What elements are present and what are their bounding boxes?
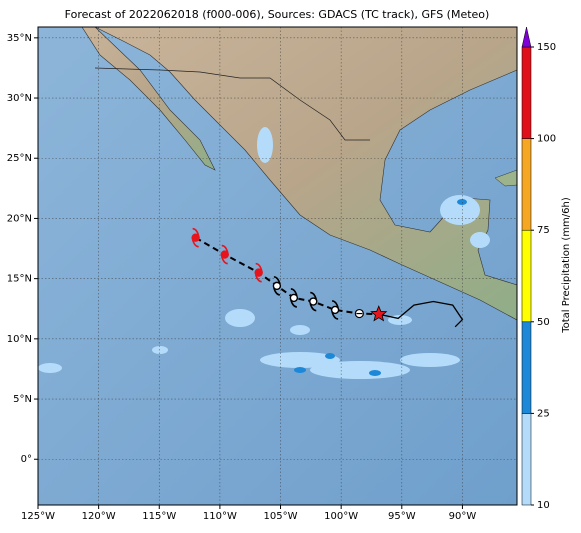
colorbar-tick-label: 50 [537, 317, 550, 328]
x-tick-label: 120°W [82, 511, 116, 522]
storm-symbol [220, 244, 229, 265]
y-tick-label: 10°N [7, 334, 32, 345]
plot-layer: 125°W 120°W 115°W 110°W 105°W 100°W 95°W 90°W 0°… [7, 26, 556, 522]
storm-symbol [330, 300, 340, 320]
observed-track [378, 300, 464, 328]
colorbar-label: Total Precipitation (mm/6h) [561, 197, 572, 334]
basemap [38, 27, 517, 505]
storm-symbol [309, 291, 318, 312]
colorbar-tick-label: 100 [537, 134, 556, 145]
storm-symbol-body [220, 250, 229, 259]
land [94, 27, 517, 321]
colorbar-tick-label: 75 [537, 225, 550, 236]
colorbar-segment [521, 321, 532, 414]
colorbar-tick-label: 25 [537, 408, 550, 419]
current-position [370, 305, 388, 322]
storm-symbol-body [272, 281, 282, 291]
y-tick-label: 0° [21, 454, 32, 465]
x-tick-label: 105°W [264, 511, 298, 522]
storm-symbol [354, 308, 364, 319]
colorbar-extend [521, 26, 532, 48]
y-tick-label: 30°N [7, 93, 32, 104]
x-tick-label: 90°W [449, 511, 477, 522]
border [94, 67, 370, 141]
precipitation-heavy [294, 199, 467, 376]
y-tick-label: 5°N [13, 394, 32, 405]
precipitation [38, 127, 490, 379]
x-tick-label: 100°W [324, 511, 358, 522]
y-tick-label: 25°N [7, 153, 32, 164]
storm-symbol-body [330, 305, 340, 315]
map-title: Forecast of 2022062018 (f000-006), Sourc… [65, 8, 490, 21]
storm-symbol [289, 288, 299, 308]
colorbar-segment [521, 229, 532, 323]
map-frame [37, 26, 518, 506]
land [81, 27, 216, 171]
storm-symbol-body [191, 233, 200, 242]
x-tick-label: 110°W [203, 511, 237, 522]
x-tick-label: 115°W [142, 511, 176, 522]
colorbar-tick-label: 150 [537, 42, 556, 53]
land [494, 169, 517, 187]
y-tick-label: 20°N [7, 213, 32, 224]
storm-symbol [272, 276, 282, 296]
storm-symbol-body [309, 297, 318, 306]
y-tick-label: 15°N [7, 274, 32, 285]
storm-symbol-body [254, 268, 263, 277]
x-tick-label: 125°W [21, 511, 55, 522]
storm-symbol-body [289, 293, 299, 303]
y-tick-label: 35°N [7, 33, 32, 44]
colorbar-segment [521, 138, 532, 231]
x-tick-label: 95°W [388, 511, 416, 522]
colorbar-segment [521, 46, 532, 139]
storm-symbol [191, 227, 200, 248]
storm-symbol [254, 262, 263, 283]
colorbar-segment [521, 413, 532, 506]
colorbar-tick-label: 10 [537, 500, 550, 511]
